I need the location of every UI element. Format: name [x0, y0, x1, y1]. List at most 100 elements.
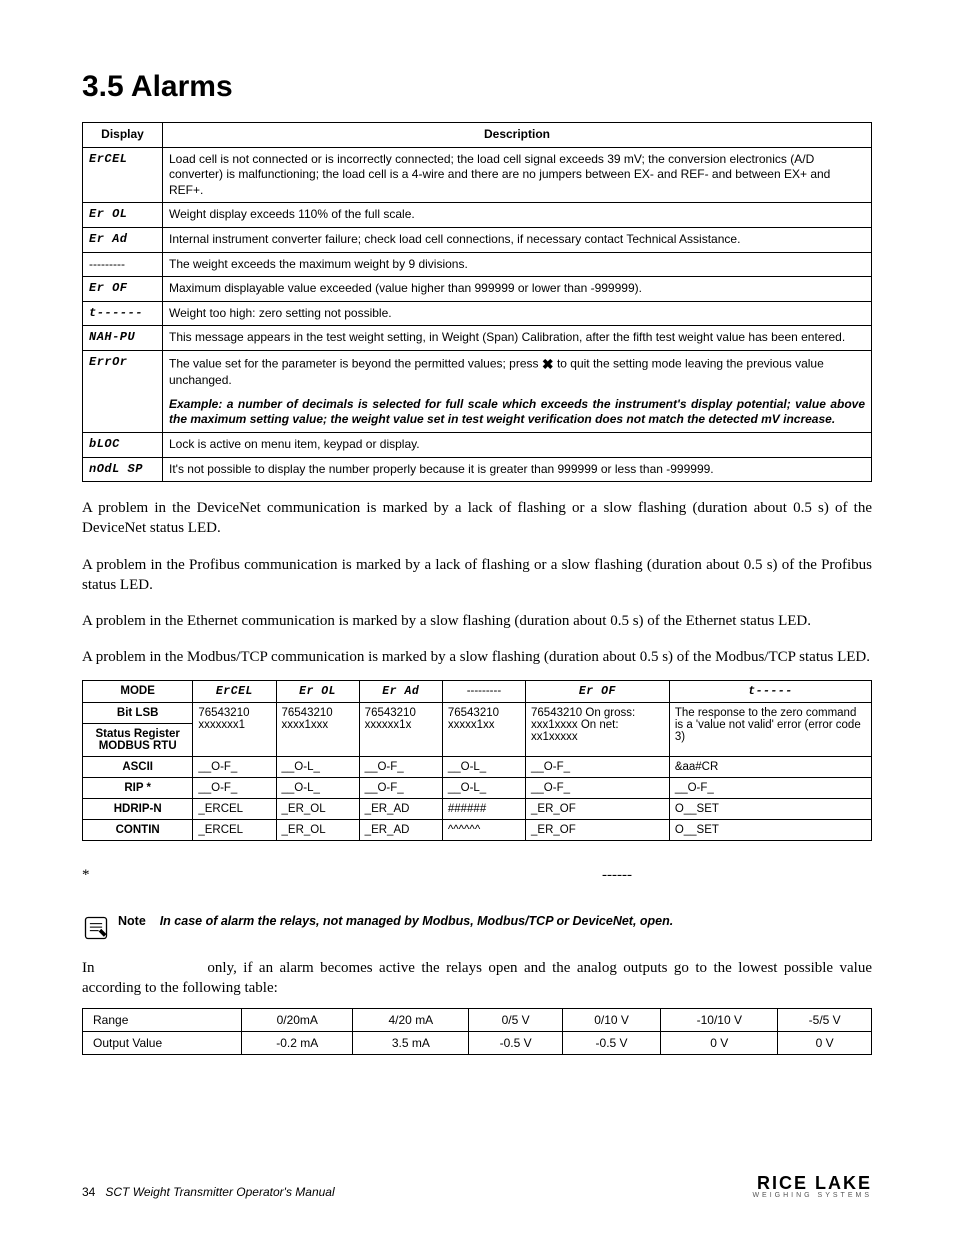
- mode-data-cell: _ERCEL: [193, 819, 276, 840]
- range-header-cell: -5/5 V: [778, 1009, 872, 1032]
- body-paragraph: A problem in the Modbus/TCP communicatio…: [82, 647, 872, 667]
- page-footer: 34 SCT Weight Transmitter Operator's Man…: [82, 1174, 872, 1199]
- body-paragraph: A problem in the DeviceNet communication…: [82, 498, 872, 539]
- mode-data-cell: O__SET: [669, 798, 871, 819]
- body-paragraph: A problem in the Profibus communication …: [82, 555, 872, 596]
- desc-cell: The weight exceeds the maximum weight by…: [163, 252, 872, 277]
- section-heading: 3.5 Alarms: [82, 70, 872, 104]
- range-header-cell: 0/5 V: [469, 1009, 563, 1032]
- table-row: ErrOrThe value set for the parameter is …: [83, 350, 872, 432]
- desc-cell: Maximum displayable value exceeded (valu…: [163, 277, 872, 302]
- mode-data-cell: O__SET: [669, 819, 871, 840]
- mode-data-cell: 76543210 On gross: xxx1xxxx On net: xx1x…: [526, 702, 670, 756]
- display-cell: Er OL: [83, 203, 163, 228]
- range-header-cell: 0/20mA: [242, 1009, 353, 1032]
- mode-label-cell: CONTIN: [83, 819, 193, 840]
- mode-label-cell: Bit LSB: [83, 702, 193, 723]
- mode-header-cell: Er OF: [526, 680, 670, 702]
- table-row: Er OLWeight display exceeds 110% of the …: [83, 203, 872, 228]
- mode-label-cell: RIP *: [83, 777, 193, 798]
- desc-cell: Weight too high: zero setting not possib…: [163, 301, 872, 326]
- table-row: MODEErCELEr OLEr Ad---------Er OFt-----: [83, 680, 872, 702]
- note-text: In case of alarm the relays, not managed…: [160, 914, 674, 928]
- mode-data-cell: __O-F_: [669, 777, 871, 798]
- note-block: Note In case of alarm the relays, not ma…: [82, 914, 872, 942]
- mode-data-cell: __O-F_: [359, 756, 442, 777]
- asterisk-note: * ------: [82, 867, 872, 884]
- mode-label-cell: HDRIP-N: [83, 798, 193, 819]
- mode-data-cell: __O-L_: [442, 777, 525, 798]
- mode-data-cell: _ERCEL: [193, 798, 276, 819]
- table-row: Output Value-0.2 mA3.5 mA-0.5 V-0.5 V0 V…: [83, 1032, 872, 1055]
- table-row: bLOCLock is active on menu item, keypad …: [83, 432, 872, 457]
- display-cell: NAH-PU: [83, 326, 163, 351]
- table-row: NAH-PUThis message appears in the test w…: [83, 326, 872, 351]
- mode-data-cell: __O-L_: [276, 777, 359, 798]
- display-cell: ---------: [83, 252, 163, 277]
- desc-cell: Internal instrument converter failure; c…: [163, 227, 872, 252]
- table-row: CONTIN_ERCEL_ER_OL_ER_AD^^^^^^_ER_OFO__S…: [83, 819, 872, 840]
- alarm-table: Display Description ErCELLoad cell is no…: [82, 122, 872, 482]
- range-header-cell: -10/10 V: [661, 1009, 778, 1032]
- display-cell: bLOC: [83, 432, 163, 457]
- mode-data-cell: ^^^^^^: [442, 819, 525, 840]
- mode-data-cell: 76543210 xxxxxxx1: [193, 702, 276, 756]
- mode-data-cell: _ER_OL: [276, 819, 359, 840]
- table-row: t------Weight too high: zero setting not…: [83, 301, 872, 326]
- mode-data-cell: _ER_AD: [359, 819, 442, 840]
- mode-data-cell: __O-L_: [276, 756, 359, 777]
- desc-cell: Lock is active on menu item, keypad or d…: [163, 432, 872, 457]
- mode-header-cell: MODE: [83, 680, 193, 702]
- table-row: ASCII__O-F___O-L___O-F___O-L___O-F_&aa#C…: [83, 756, 872, 777]
- mode-data-cell: &aa#CR: [669, 756, 871, 777]
- display-cell: Er OF: [83, 277, 163, 302]
- mode-data-cell: _ER_OF: [526, 819, 670, 840]
- mode-header-cell: Er OL: [276, 680, 359, 702]
- note-label: Note: [118, 914, 146, 928]
- table-row: ErCELLoad cell is not connected or is in…: [83, 147, 872, 203]
- mode-data-cell: _ER_AD: [359, 798, 442, 819]
- mode-data-cell: __O-F_: [193, 777, 276, 798]
- table-row: Bit LSB76543210 xxxxxxx176543210 xxxx1xx…: [83, 702, 872, 723]
- footer-title: SCT Weight Transmitter Operator's Manual: [105, 1185, 334, 1199]
- range-header-cell: 0/10 V: [562, 1009, 660, 1032]
- range-value-cell: -0.2 mA: [242, 1032, 353, 1055]
- range-value-cell: -0.5 V: [469, 1032, 563, 1055]
- desc-cell: This message appears in the test weight …: [163, 326, 872, 351]
- mode-data-cell: __O-F_: [193, 756, 276, 777]
- mode-label-cell: Status Register MODBUS RTU: [83, 723, 193, 756]
- mode-data-cell: __O-F_: [526, 756, 670, 777]
- table-row: nOdL SPIt's not possible to display the …: [83, 457, 872, 482]
- range-value-cell: -0.5 V: [562, 1032, 660, 1055]
- mode-data-cell: __O-L_: [442, 756, 525, 777]
- range-value-cell: 0 V: [778, 1032, 872, 1055]
- mode-data-cell: __O-F_: [359, 777, 442, 798]
- desc-cell: The value set for the parameter is beyon…: [163, 350, 872, 432]
- alarm-th-desc: Description: [163, 123, 872, 148]
- table-row: ---------The weight exceeds the maximum …: [83, 252, 872, 277]
- mode-label-cell: ASCII: [83, 756, 193, 777]
- range-value-cell: 0 V: [661, 1032, 778, 1055]
- display-cell: nOdL SP: [83, 457, 163, 482]
- mode-data-cell: 76543210 xxxx1xxx: [276, 702, 359, 756]
- display-cell: t------: [83, 301, 163, 326]
- desc-cell: It's not possible to display the number …: [163, 457, 872, 482]
- mode-data-cell: _ER_OF: [526, 798, 670, 819]
- display-cell: ErrOr: [83, 350, 163, 432]
- mode-header-cell: t-----: [669, 680, 871, 702]
- desc-cell: Weight display exceeds 110% of the full …: [163, 203, 872, 228]
- display-cell: ErCEL: [83, 147, 163, 203]
- table-row: Er OFMaximum displayable value exceeded …: [83, 277, 872, 302]
- mode-data-cell: _ER_OL: [276, 798, 359, 819]
- mode-data-cell: ######: [442, 798, 525, 819]
- table-row: HDRIP-N_ERCEL_ER_OL_ER_AD######_ER_OFO__…: [83, 798, 872, 819]
- range-header-cell: Range: [83, 1009, 242, 1032]
- mode-data-cell: 76543210 xxxxxx1x: [359, 702, 442, 756]
- x-icon: ✖: [542, 355, 554, 373]
- mode-data-cell: 76543210 xxxxx1xx: [442, 702, 525, 756]
- mode-header-cell: ErCEL: [193, 680, 276, 702]
- range-value-cell: 3.5 mA: [353, 1032, 469, 1055]
- display-cell: Er Ad: [83, 227, 163, 252]
- page-number: 34: [82, 1185, 95, 1199]
- table-row: Er AdInternal instrument converter failu…: [83, 227, 872, 252]
